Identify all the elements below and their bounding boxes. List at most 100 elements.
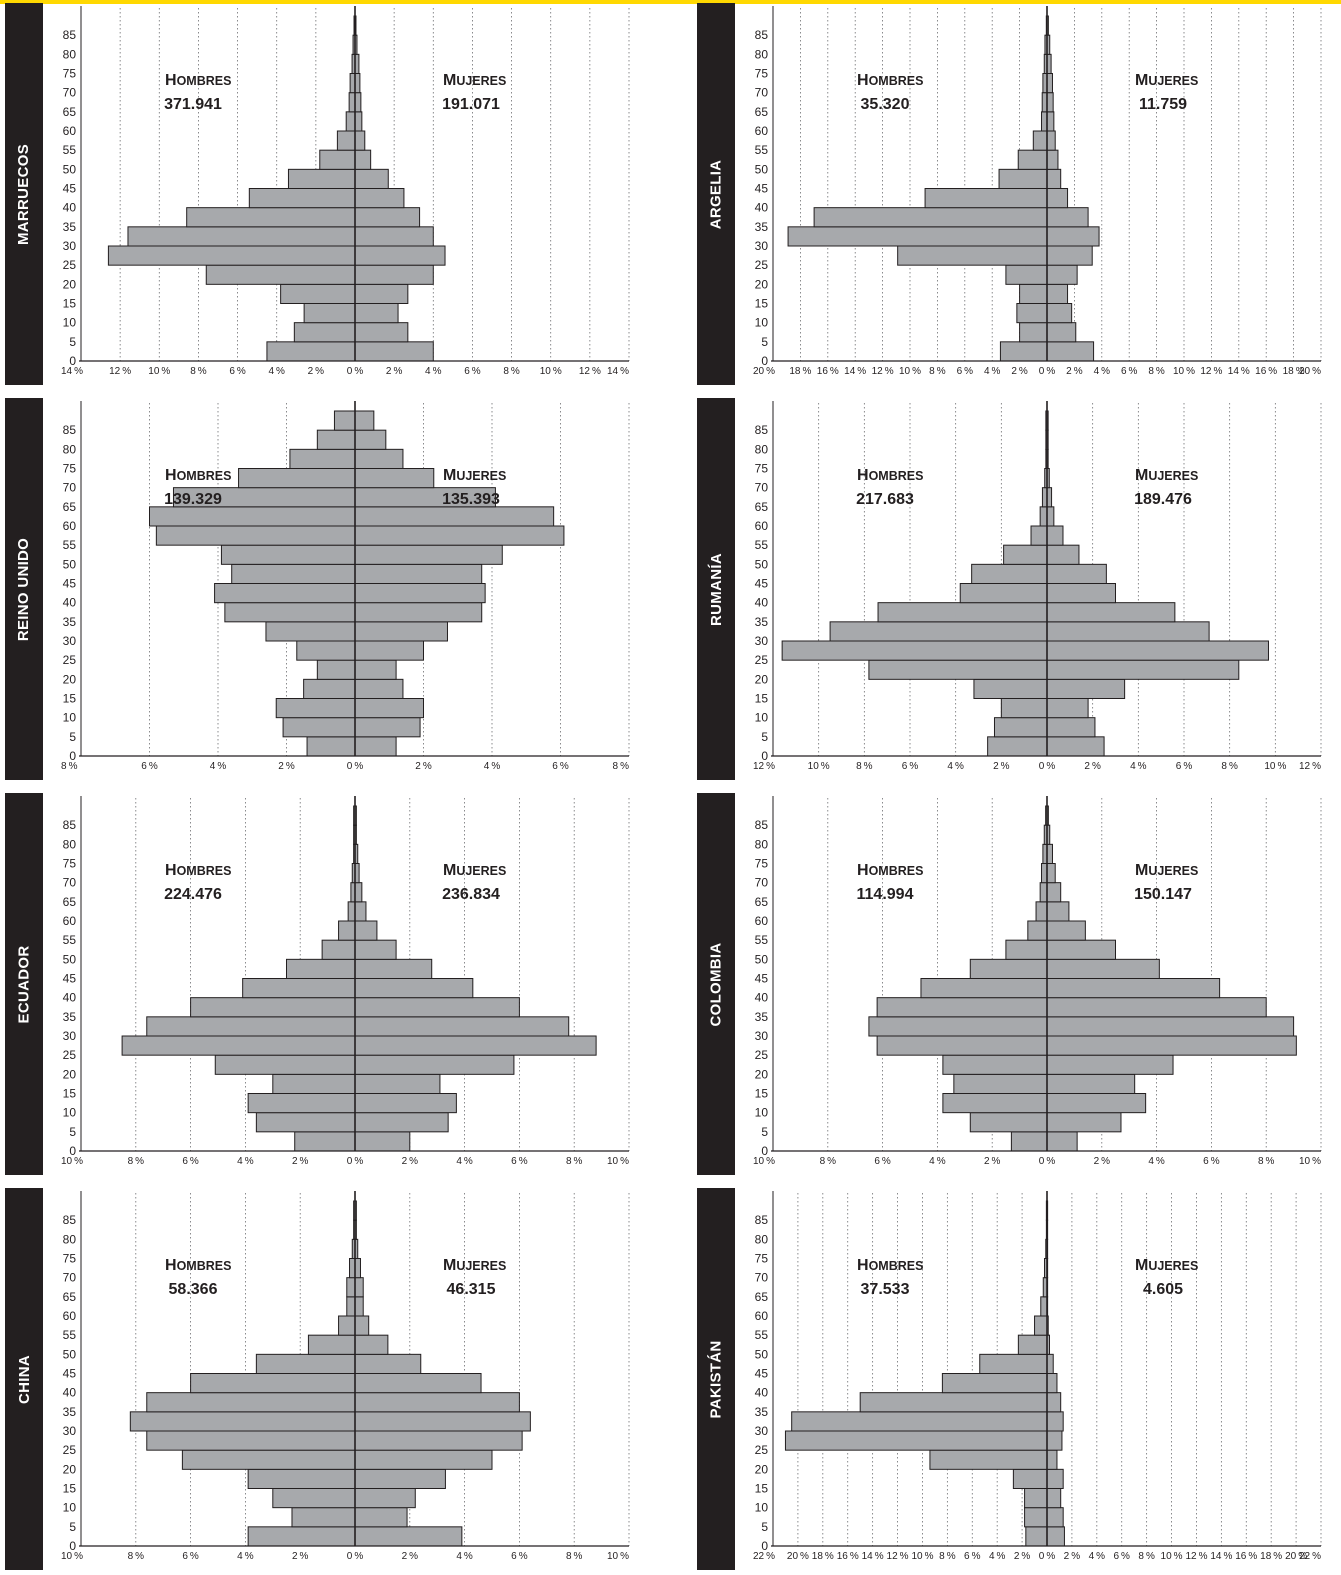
bar-hombres bbox=[1005, 264, 1048, 285]
y-tick-label: 5 bbox=[69, 1520, 76, 1534]
y-tick-label: 10 bbox=[63, 1106, 77, 1120]
y-tick-label: 35 bbox=[755, 1010, 769, 1024]
y-tick-label: 85 bbox=[755, 28, 769, 42]
population-pyramid-chart: 0 5 10 15 20 25 30 35 40 45 50 55 60 65 70 75 80 85 12 % 10… bbox=[753, 401, 1322, 772]
x-tick-label: 2 % bbox=[386, 366, 403, 377]
bar-mujeres bbox=[354, 1488, 416, 1509]
x-tick-label: 20 % bbox=[787, 1551, 809, 1562]
y-tick-label: 10 bbox=[755, 711, 769, 725]
mujeres-label: MUJERES bbox=[443, 72, 506, 89]
bar-hombres bbox=[969, 1112, 1048, 1133]
bar-hombres bbox=[897, 245, 1048, 266]
bar-mujeres bbox=[354, 1054, 515, 1075]
bar-mujeres bbox=[1046, 73, 1053, 94]
x-tick-label: 0 % bbox=[347, 761, 364, 772]
hombres-label: HOMBRES bbox=[857, 467, 923, 484]
x-tick-label: 10 % bbox=[148, 366, 170, 377]
bar-hombres bbox=[293, 322, 356, 343]
y-tick-label: 75 bbox=[755, 1252, 769, 1266]
bar-hombres bbox=[286, 958, 356, 979]
top-accent-bar bbox=[0, 0, 1341, 4]
bar-mujeres bbox=[1046, 1373, 1058, 1394]
bar-mujeres bbox=[1046, 1507, 1064, 1528]
hombres-total: 371.941 bbox=[164, 96, 222, 113]
x-tick-label: 2 % bbox=[993, 761, 1010, 772]
bar-hombres bbox=[993, 717, 1048, 738]
x-tick-label: 8 % bbox=[190, 366, 207, 377]
mujeres-total: 11.759 bbox=[1139, 96, 1187, 113]
mujeres-label: MUJERES bbox=[1135, 72, 1198, 89]
y-tick-label: 20 bbox=[63, 672, 77, 686]
bar-mujeres bbox=[354, 1131, 411, 1152]
bar-hombres bbox=[876, 1035, 1048, 1056]
bar-mujeres bbox=[354, 1373, 482, 1394]
y-tick-label: 45 bbox=[755, 182, 769, 196]
y-tick-label: 35 bbox=[63, 615, 77, 629]
y-tick-label: 75 bbox=[63, 857, 77, 871]
hombres-total: 139.329 bbox=[164, 491, 222, 508]
y-tick-label: 60 bbox=[63, 519, 77, 533]
y-tick-label: 30 bbox=[755, 1029, 769, 1043]
mujeres-total: 236.834 bbox=[442, 886, 500, 903]
x-tick-label: 8 % bbox=[128, 1551, 145, 1562]
x-tick-label: 6 % bbox=[141, 761, 158, 772]
y-tick-label: 40 bbox=[755, 201, 769, 215]
y-tick-label: 65 bbox=[755, 1290, 769, 1304]
y-tick-label: 0 bbox=[69, 1539, 76, 1553]
bar-mujeres bbox=[354, 226, 434, 247]
x-tick-label: 12 % bbox=[887, 1551, 909, 1562]
y-tick-label: 25 bbox=[63, 258, 77, 272]
bar-hombres bbox=[247, 1526, 356, 1547]
bar-mujeres bbox=[354, 1073, 441, 1095]
y-tick-label: 85 bbox=[63, 28, 77, 42]
bar-hombres bbox=[868, 659, 1048, 680]
bar-mujeres bbox=[1046, 602, 1176, 623]
bar-mujeres bbox=[354, 882, 363, 903]
y-tick-label: 5 bbox=[69, 335, 76, 349]
y-tick-label: 15 bbox=[755, 297, 769, 311]
bar-mujeres bbox=[1046, 207, 1089, 228]
population-pyramid-chart: 0 5 10 15 20 25 30 35 40 45 50 55 60 65 70 75 80 85 8 % 6 %… bbox=[61, 401, 630, 772]
mujeres-total: 150.147 bbox=[1134, 886, 1192, 903]
x-tick-label: 14 % bbox=[844, 366, 866, 377]
bar-hombres bbox=[149, 506, 356, 527]
y-tick-label: 45 bbox=[63, 972, 77, 986]
bar-mujeres bbox=[1046, 1526, 1065, 1547]
bar-hombres bbox=[1039, 882, 1048, 903]
x-tick-label: 8 % bbox=[1221, 761, 1238, 772]
bar-hombres bbox=[868, 1016, 1048, 1037]
y-tick-label: 15 bbox=[63, 1087, 77, 1101]
y-tick-label: 30 bbox=[755, 634, 769, 648]
y-tick-label: 25 bbox=[63, 653, 77, 667]
bar-mujeres bbox=[1046, 939, 1116, 960]
hombres-label: HOMBRES bbox=[165, 467, 231, 484]
y-tick-label: 80 bbox=[63, 442, 77, 456]
y-tick-label: 55 bbox=[755, 538, 769, 552]
x-tick-label: 4 % bbox=[210, 761, 227, 772]
y-tick-label: 20 bbox=[755, 277, 769, 291]
bar-hombres bbox=[953, 1073, 1048, 1095]
bar-mujeres bbox=[1046, 130, 1056, 151]
bar-mujeres bbox=[354, 1277, 364, 1298]
x-tick-label: 20 % bbox=[1285, 1551, 1307, 1562]
bar-mujeres bbox=[1046, 506, 1055, 527]
x-tick-label: 12 % bbox=[1200, 366, 1222, 377]
bar-hombres bbox=[1010, 1131, 1048, 1152]
x-tick-label: 6 % bbox=[511, 1551, 528, 1562]
bar-hombres bbox=[1025, 1526, 1048, 1547]
y-tick-label: 70 bbox=[755, 1271, 769, 1285]
y-tick-label: 10 bbox=[755, 1106, 769, 1120]
x-tick-label: 6 % bbox=[511, 1156, 528, 1167]
y-tick-label: 30 bbox=[63, 634, 77, 648]
y-tick-label: 50 bbox=[755, 162, 769, 176]
population-pyramid-chart: 0 5 10 15 20 25 30 35 40 45 50 55 60 65 70 75 80 85 14 % 12… bbox=[61, 6, 630, 377]
y-tick-label: 35 bbox=[755, 220, 769, 234]
bar-mujeres bbox=[1046, 1016, 1295, 1037]
x-tick-label: 4 % bbox=[947, 761, 964, 772]
y-tick-label: 55 bbox=[63, 933, 77, 947]
bar-hombres bbox=[1032, 130, 1048, 151]
bar-hombres bbox=[248, 188, 356, 209]
pyramid-panel-argelia: ARGELIA 0 5 10 15 20 25 30 35 40 45 50 55 60 65 70 75 80… bbox=[697, 3, 1337, 385]
x-tick-label: 4 % bbox=[989, 1551, 1006, 1562]
x-tick-label: 20 % bbox=[1299, 366, 1321, 377]
